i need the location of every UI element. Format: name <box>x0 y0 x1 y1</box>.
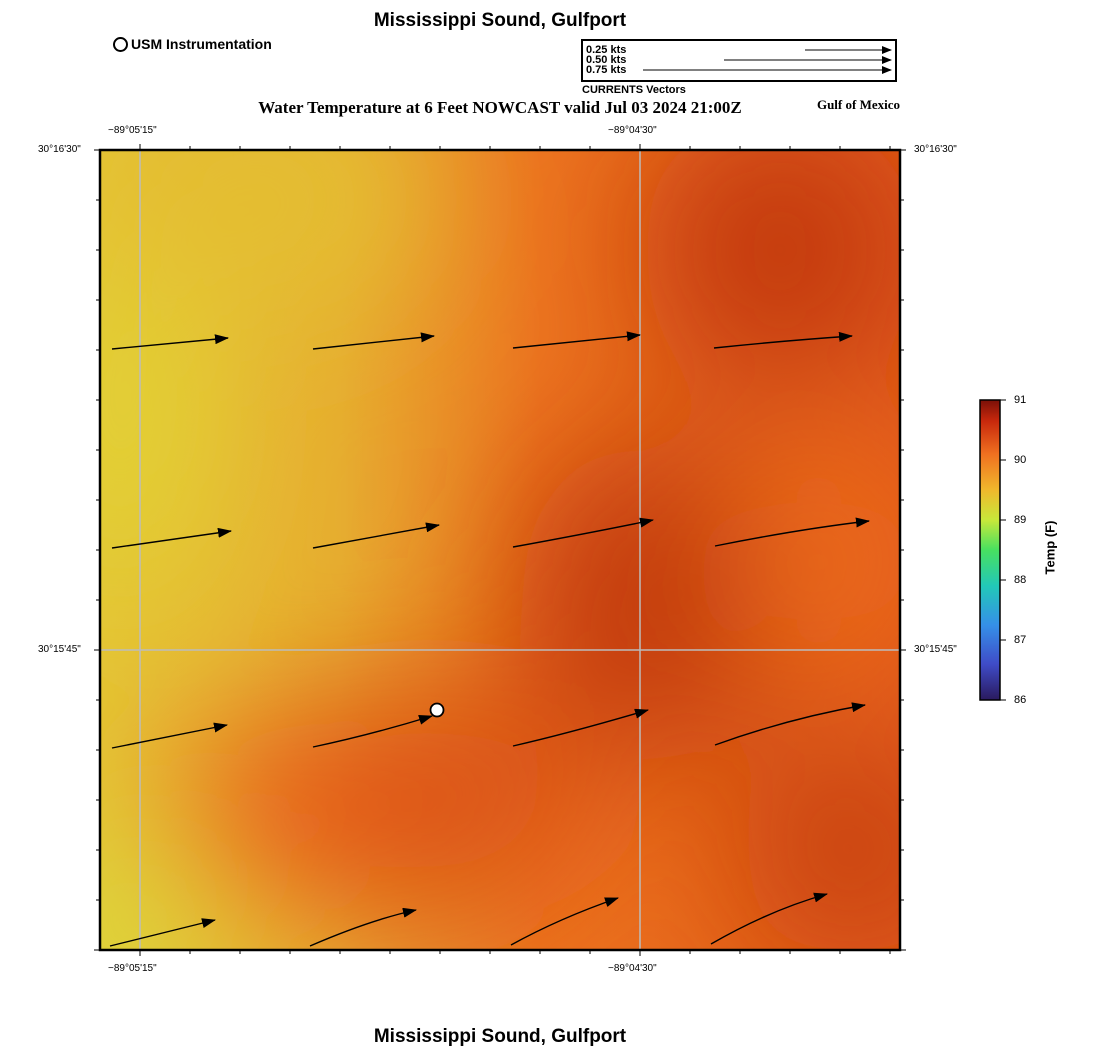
current-vector <box>510 897 619 946</box>
lon-label-bottom-2: −89°04'30" <box>608 963 657 974</box>
current-vector <box>714 702 866 746</box>
current-vector <box>109 918 216 947</box>
current-vector <box>309 907 417 947</box>
lat-label-left-2: 30°15'45" <box>38 644 81 655</box>
current-vector <box>710 892 828 945</box>
current-vector <box>713 331 853 349</box>
vector-scale-arrows <box>643 46 892 74</box>
colorbar-tick-87: 87 <box>1014 634 1027 646</box>
station-legend: USM Instrumentation <box>113 36 272 52</box>
temperature-field <box>100 150 900 950</box>
current-vector <box>111 722 228 749</box>
current-vector <box>714 517 870 547</box>
map-grid <box>100 150 900 950</box>
current-vector <box>111 527 232 549</box>
current-vector <box>512 331 641 349</box>
lon-label-top-1: −89°05'15" <box>108 125 157 136</box>
lon-label-bottom-1: −89°05'15" <box>108 963 157 974</box>
vector-scale-label-3: 0.75 kts <box>586 64 627 76</box>
lon-label-top-2: −89°04'30" <box>608 125 657 136</box>
colorbar-tick-91: 91 <box>1014 394 1027 406</box>
colorbar-title: Temp (F) <box>1042 520 1058 575</box>
vector-caption: CURRENTS Vectors <box>582 84 686 96</box>
lat-label-right-2: 30°15'45" <box>914 644 957 655</box>
region-label: Gulf of Mexico <box>816 97 900 112</box>
map-subtitle: Water Temperature at 6 Feet NOWCAST vali… <box>258 98 742 117</box>
current-vector <box>512 517 654 548</box>
map-ticks <box>94 144 906 956</box>
map-title: Mississippi Sound, Gulfport <box>373 10 627 31</box>
colorbar-tick-89: 89 <box>1014 514 1027 526</box>
colorbar <box>979 399 1006 701</box>
current-vector <box>512 708 649 747</box>
usm-station-marker <box>429 702 445 718</box>
current-vector <box>312 332 435 350</box>
footer-title: Mississippi Sound, Gulfport <box>373 1026 627 1047</box>
colorbar-tick-88: 88 <box>1014 574 1027 586</box>
colorbar-tick-86: 86 <box>1014 694 1027 706</box>
current-vectors <box>109 331 870 947</box>
vector-scale-label-2: 0.50 kts <box>586 54 627 66</box>
station-legend-label: USM Instrumentation <box>131 36 272 52</box>
station-marker-icon <box>113 36 128 52</box>
current-vector <box>111 334 229 350</box>
vector-scale-legend: 0.25 kts 0.50 kts 0.75 kts <box>581 39 897 82</box>
current-vector <box>312 522 440 549</box>
lat-label-left-1: 30°16'30" <box>38 144 81 155</box>
vector-scale-label-1: 0.25 kts <box>586 44 627 56</box>
lat-label-right-1: 30°16'30" <box>914 144 957 155</box>
current-vector <box>312 715 433 748</box>
colorbar-tick-90: 90 <box>1014 454 1027 466</box>
